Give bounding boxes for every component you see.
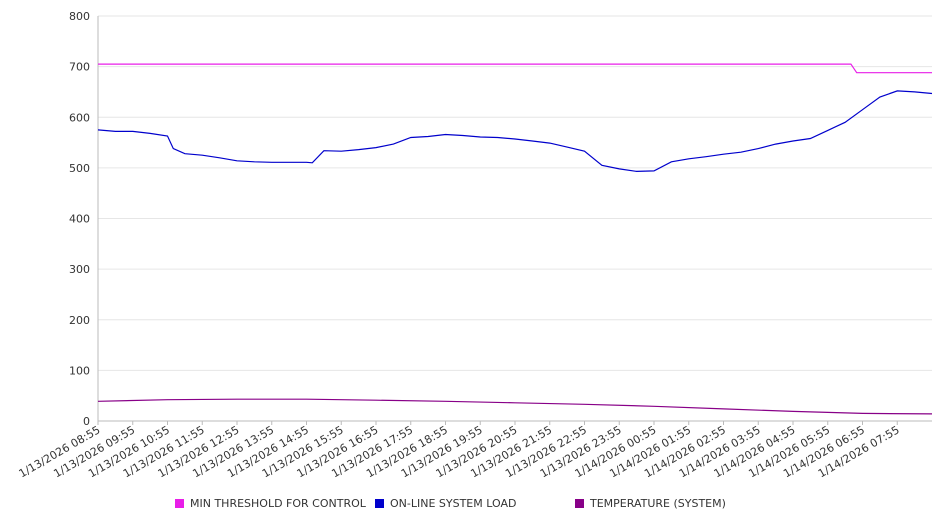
- legend-item-system-load[interactable]: ON-LINE SYSTEM LOAD: [375, 497, 516, 510]
- legend-swatch-min-threshold: [175, 499, 184, 508]
- series-lines: [97, 63, 933, 415]
- y-tick-label: 700: [69, 61, 90, 74]
- legend: MIN THRESHOLD FOR CONTROL ON-LINE SYSTEM…: [0, 497, 946, 515]
- legend-label-temperature: TEMPERATURE (SYSTEM): [590, 497, 726, 510]
- series-line-system-load: [97, 90, 933, 173]
- legend-label-system-load: ON-LINE SYSTEM LOAD: [390, 497, 517, 510]
- y-tick-label: 100: [69, 364, 90, 377]
- legend-swatch-temperature: [575, 499, 584, 508]
- y-tick-label: 400: [69, 213, 90, 226]
- series-line-min-threshold: [98, 63, 932, 74]
- y-tick-label: 0: [83, 415, 90, 428]
- y-tick-label: 500: [69, 162, 90, 175]
- legend-swatch-system-load: [375, 499, 384, 508]
- y-axis-ticks: 0 100 200 300 400 500 600 700 800: [69, 10, 90, 428]
- y-tick-label: 300: [69, 263, 90, 276]
- legend-item-min-threshold[interactable]: MIN THRESHOLD FOR CONTROL: [175, 497, 366, 510]
- legend-item-temperature[interactable]: TEMPERATURE (SYSTEM): [575, 497, 726, 510]
- legend-label-min-threshold: MIN THRESHOLD FOR CONTROL: [190, 497, 366, 510]
- y-tick-label: 200: [69, 314, 90, 327]
- grid-lines: [98, 15, 932, 371]
- x-axis-ticks: 1/13/2026 08:551/13/2026 09:551/13/2026 …: [17, 421, 902, 480]
- y-tick-label: 600: [69, 111, 90, 124]
- y-tick-label: 800: [69, 10, 90, 23]
- series-line-temperature: [97, 398, 933, 415]
